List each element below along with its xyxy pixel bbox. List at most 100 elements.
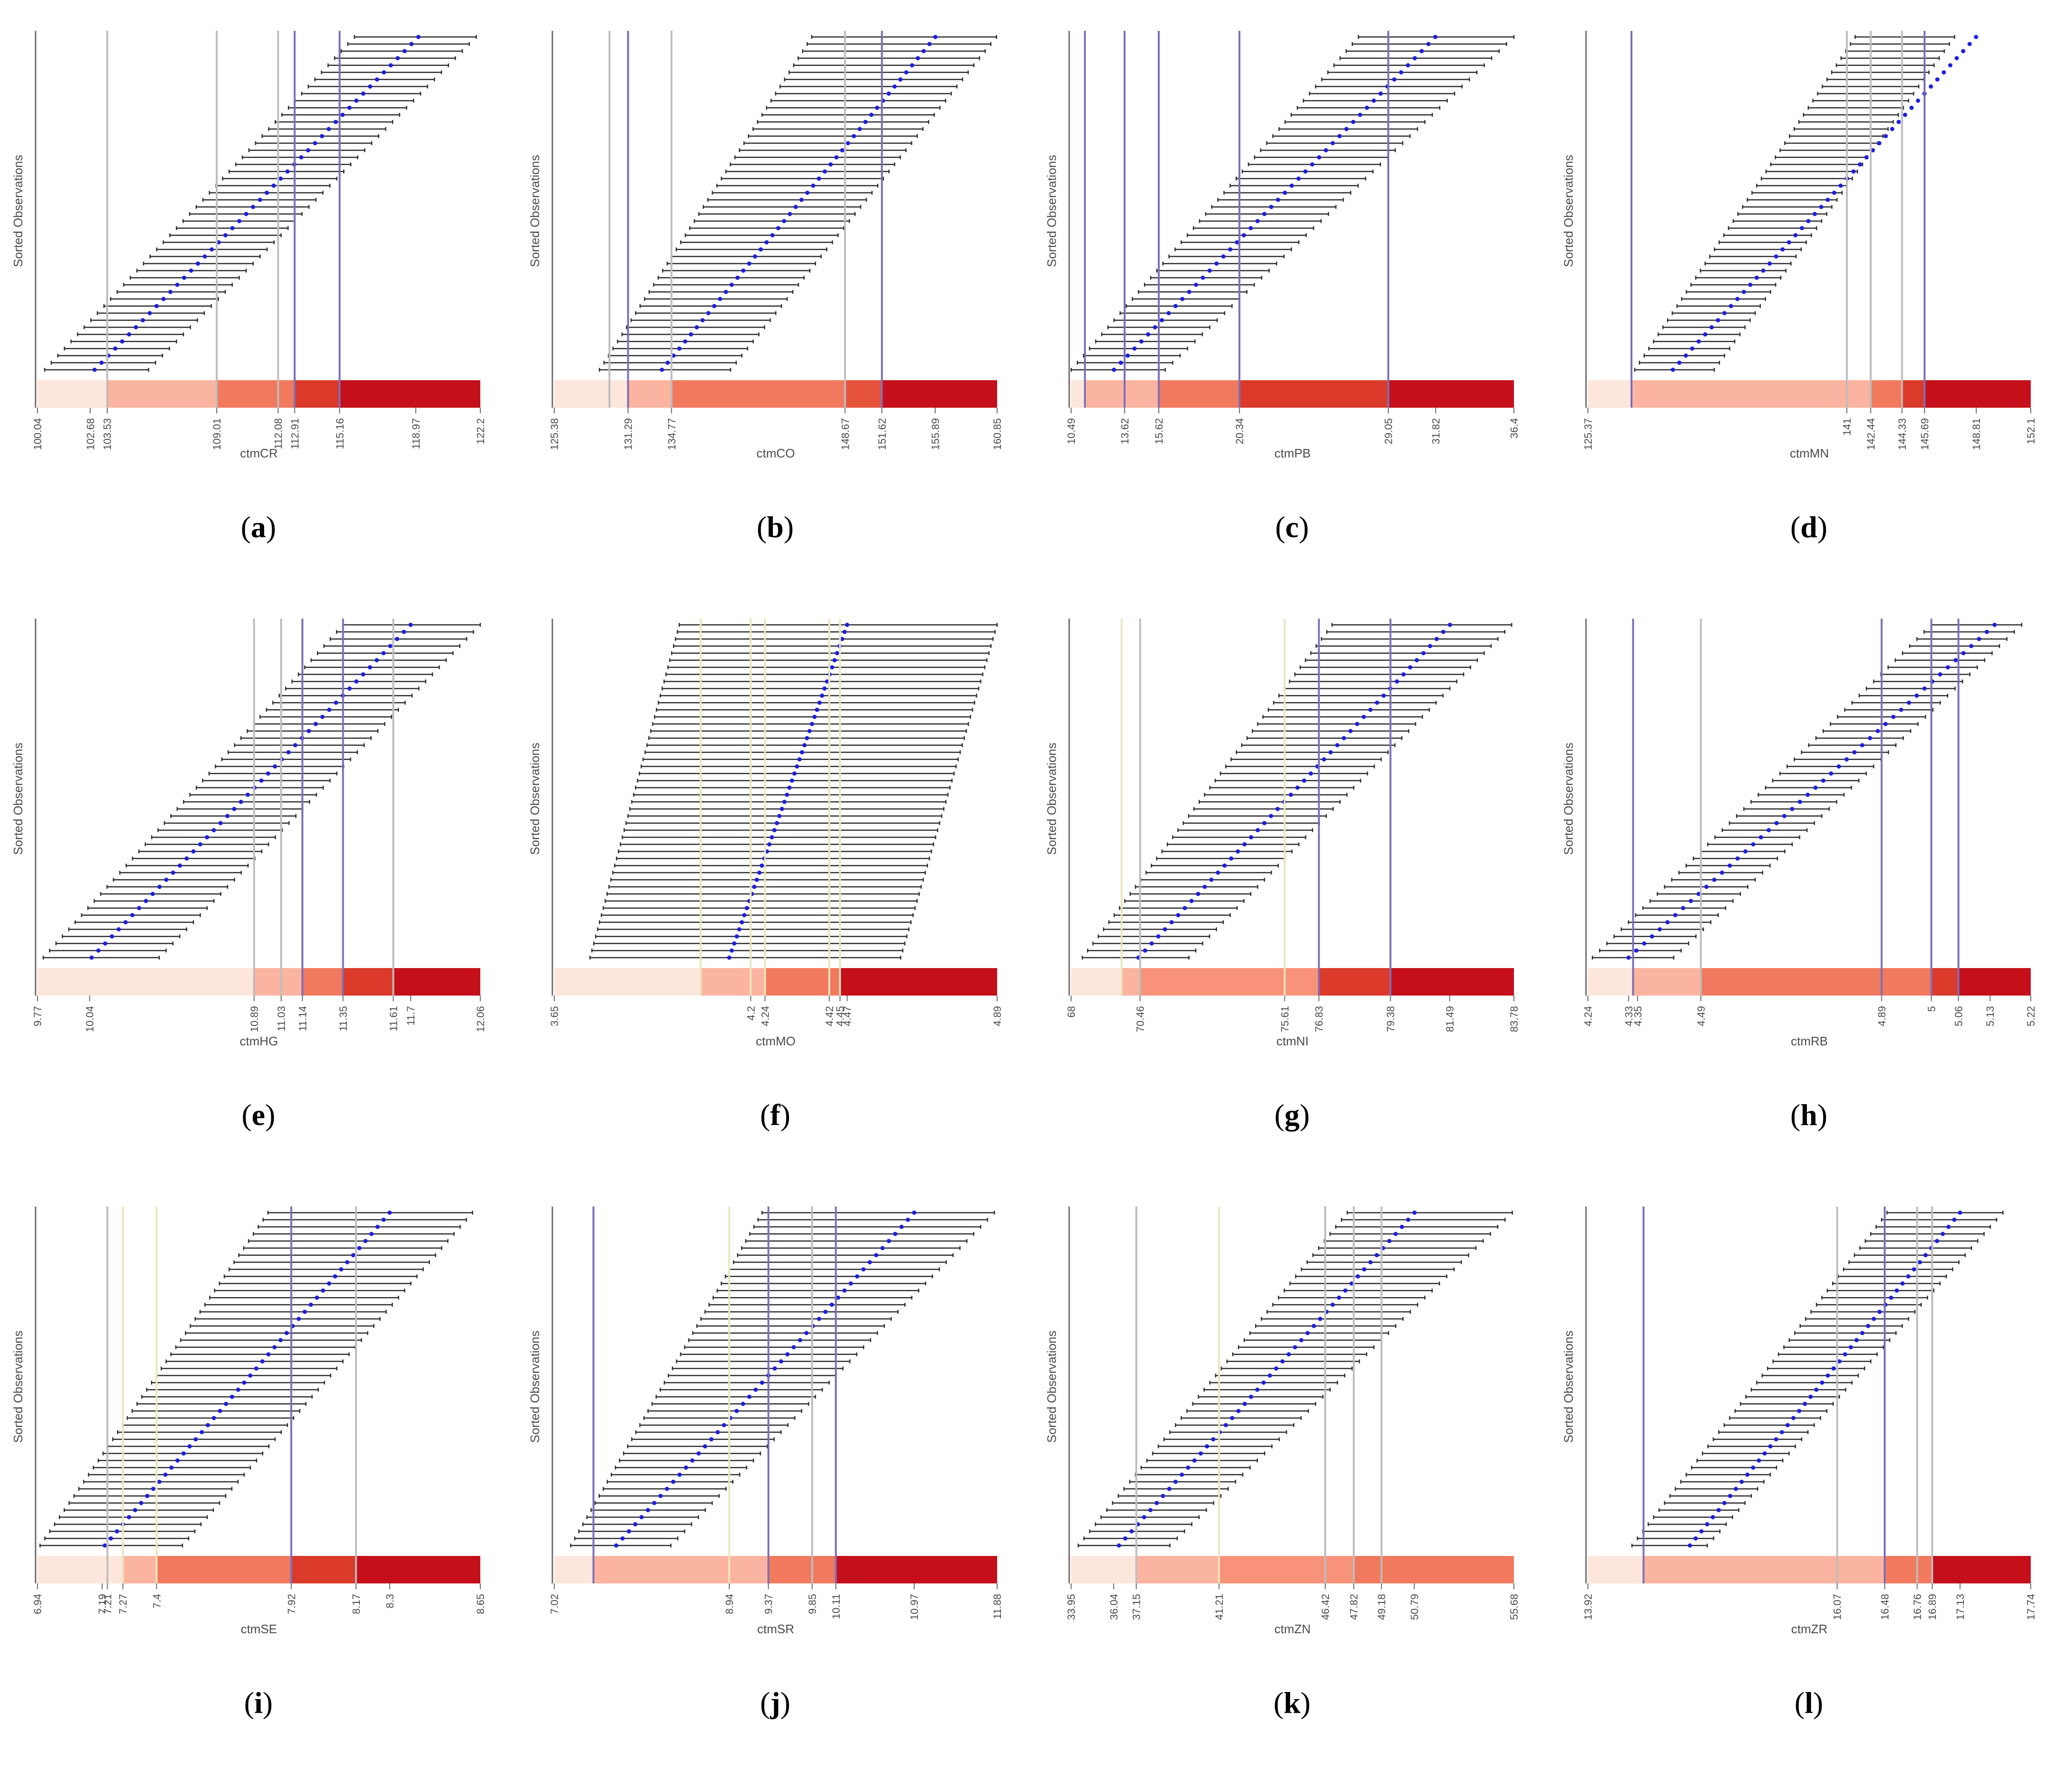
interval-point: [161, 297, 166, 302]
interval-6: [1658, 1508, 1740, 1512]
x-tick-label: 17.13: [1954, 1594, 1966, 1620]
interval-point: [1305, 1331, 1310, 1335]
interval-34: [652, 722, 969, 726]
interval-point: [1337, 134, 1342, 138]
interval-point: [272, 1345, 277, 1350]
x-tick-label: 11.03: [275, 1006, 287, 1031]
interval-point: [1766, 828, 1771, 832]
interval-14: [657, 275, 805, 280]
interval-point: [1696, 339, 1701, 344]
interval-point: [802, 743, 807, 748]
x-tick-label: 5.06: [1953, 1006, 1965, 1026]
interval-23: [698, 211, 856, 216]
interval-point: [211, 828, 216, 832]
interval-47: [1923, 630, 2015, 634]
interval-38: [278, 693, 413, 698]
interval-39: [285, 686, 420, 691]
interval-20: [1729, 821, 1815, 825]
interval-10: [1657, 892, 1741, 896]
interval-point: [782, 219, 787, 223]
interval-21: [175, 226, 289, 230]
interval-46: [330, 637, 468, 641]
interval-point: [1896, 119, 1901, 124]
interval-48: [1886, 1210, 2004, 1215]
interval-40: [1817, 91, 1927, 96]
interval-26: [1214, 778, 1361, 783]
band-segment: [356, 1556, 480, 1583]
interval-39: [1302, 98, 1448, 103]
interval-point: [732, 941, 737, 946]
interval-point: [363, 1239, 368, 1244]
interval-point: [709, 1437, 714, 1442]
interval-point: [1196, 892, 1201, 896]
interval-45: [1909, 644, 2000, 649]
interval-point: [1153, 325, 1157, 329]
interval-28: [641, 764, 957, 769]
interval-27: [1772, 1359, 1871, 1364]
interval-point: [842, 630, 847, 634]
interval-point: [1922, 686, 1927, 691]
interval-point: [792, 771, 797, 776]
interval-point: [1400, 1225, 1404, 1229]
interval-point: [1368, 1260, 1373, 1264]
interval-point: [861, 1267, 866, 1271]
x-tick-label: 4.47: [842, 1006, 853, 1026]
interval-point: [1183, 905, 1187, 910]
interval-25: [1209, 786, 1355, 790]
interval-point: [868, 1260, 872, 1264]
interval-point: [927, 42, 932, 46]
interval-point: [187, 1444, 192, 1449]
interval-34: [1266, 1309, 1411, 1314]
x-tick-label: 115.16: [334, 418, 346, 449]
interval-5: [1653, 339, 1735, 344]
interval-point: [157, 1480, 162, 1484]
interval-point: [381, 651, 386, 656]
interval-14: [1685, 863, 1771, 868]
interval-43: [788, 70, 969, 75]
interval-12: [1137, 290, 1247, 294]
interval-2: [49, 948, 167, 953]
interval-39: [294, 98, 414, 103]
interval-point: [211, 1416, 216, 1420]
interval-point: [1236, 1408, 1241, 1413]
interval-point: [1249, 835, 1254, 840]
interval-1: [44, 367, 149, 372]
interval-48: [678, 622, 998, 627]
interval-point: [715, 1430, 720, 1435]
interval-47: [347, 42, 470, 46]
interval-47: [1326, 630, 1506, 634]
interval-17: [117, 1430, 282, 1435]
interval-1: [42, 955, 160, 960]
band-segment: [671, 380, 845, 408]
interval-point: [753, 1387, 758, 1392]
interval-41: [1848, 1260, 1960, 1264]
interval-point: [1262, 821, 1267, 825]
interval-2: [1599, 948, 1682, 953]
interval-40: [1873, 679, 1963, 684]
x-tick-label: 33.95: [1065, 1594, 1077, 1620]
interval-40: [229, 1267, 424, 1271]
interval-point: [224, 1401, 229, 1406]
interval-34: [748, 134, 918, 138]
chart-panel-k: Sorted Observations 33.95 36.04 37.15 41.21 4…: [1045, 1207, 1520, 1636]
x-tick-label: 151.62: [876, 418, 888, 450]
interval-point: [1261, 1380, 1266, 1385]
interval-10: [606, 892, 920, 896]
interval-44: [793, 63, 975, 68]
interval-1: [570, 1543, 672, 1548]
interval-point: [1269, 204, 1274, 209]
interval-point: [110, 934, 114, 939]
interval-point: [1748, 283, 1753, 287]
interval-point: [857, 127, 862, 131]
interval-21: [1192, 226, 1314, 230]
interval-8: [598, 1493, 720, 1498]
interval-point: [724, 290, 728, 294]
interval-29: [221, 757, 351, 762]
interval-33: [1784, 141, 1882, 146]
panel-letter-g: (g): [1274, 1098, 1310, 1132]
interval-point: [218, 821, 223, 825]
interval-point: [1317, 155, 1321, 160]
interval-point: [169, 1465, 174, 1470]
interval-20: [1723, 233, 1812, 238]
interval-point: [127, 1515, 131, 1519]
